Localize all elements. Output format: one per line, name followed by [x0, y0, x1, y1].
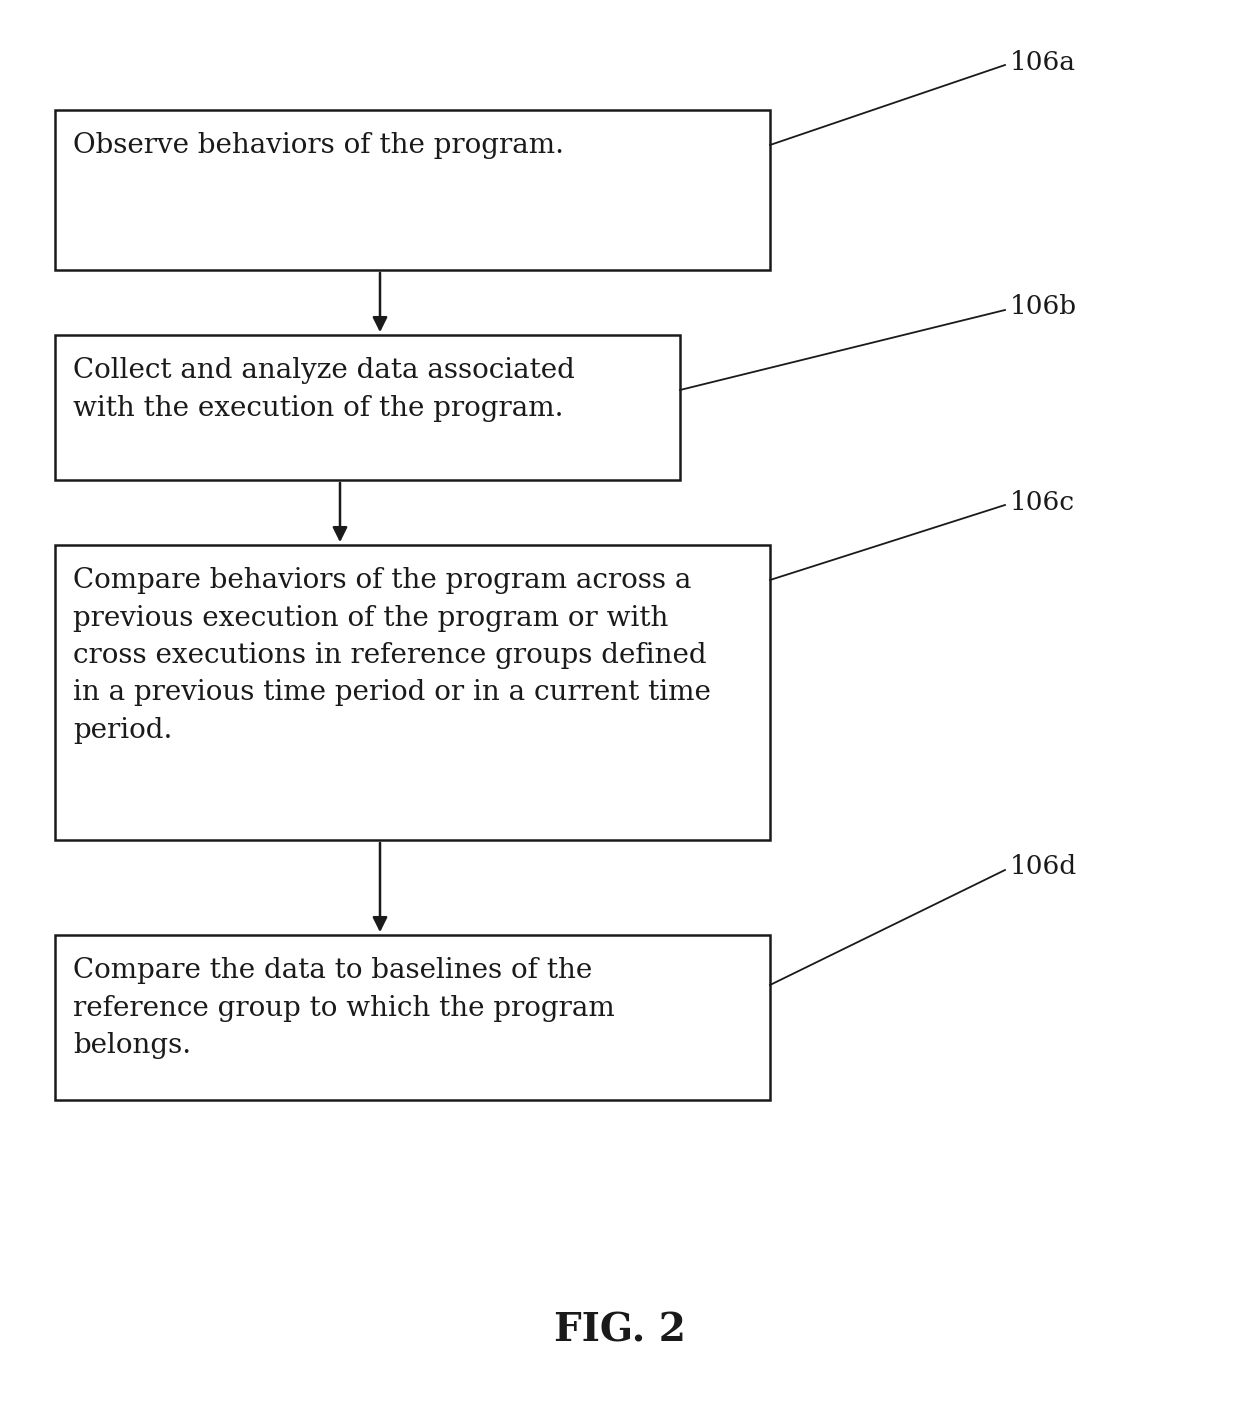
Text: 106d: 106d: [1011, 854, 1078, 880]
Text: 106c: 106c: [1011, 489, 1075, 515]
Text: 106a: 106a: [1011, 49, 1076, 75]
Text: Observe behaviors of the program.: Observe behaviors of the program.: [73, 133, 564, 159]
Text: FIG. 2: FIG. 2: [554, 1311, 686, 1349]
Bar: [55, 336, 680, 479]
Bar: [55, 935, 770, 1100]
Bar: [55, 546, 770, 840]
Bar: [55, 110, 770, 269]
Text: Compare behaviors of the program across a
previous execution of the program or w: Compare behaviors of the program across …: [73, 567, 711, 744]
Text: 106b: 106b: [1011, 295, 1078, 320]
Text: Collect and analyze data associated
with the execution of the program.: Collect and analyze data associated with…: [73, 357, 575, 422]
Text: Compare the data to baselines of the
reference group to which the program
belong: Compare the data to baselines of the ref…: [73, 957, 615, 1059]
